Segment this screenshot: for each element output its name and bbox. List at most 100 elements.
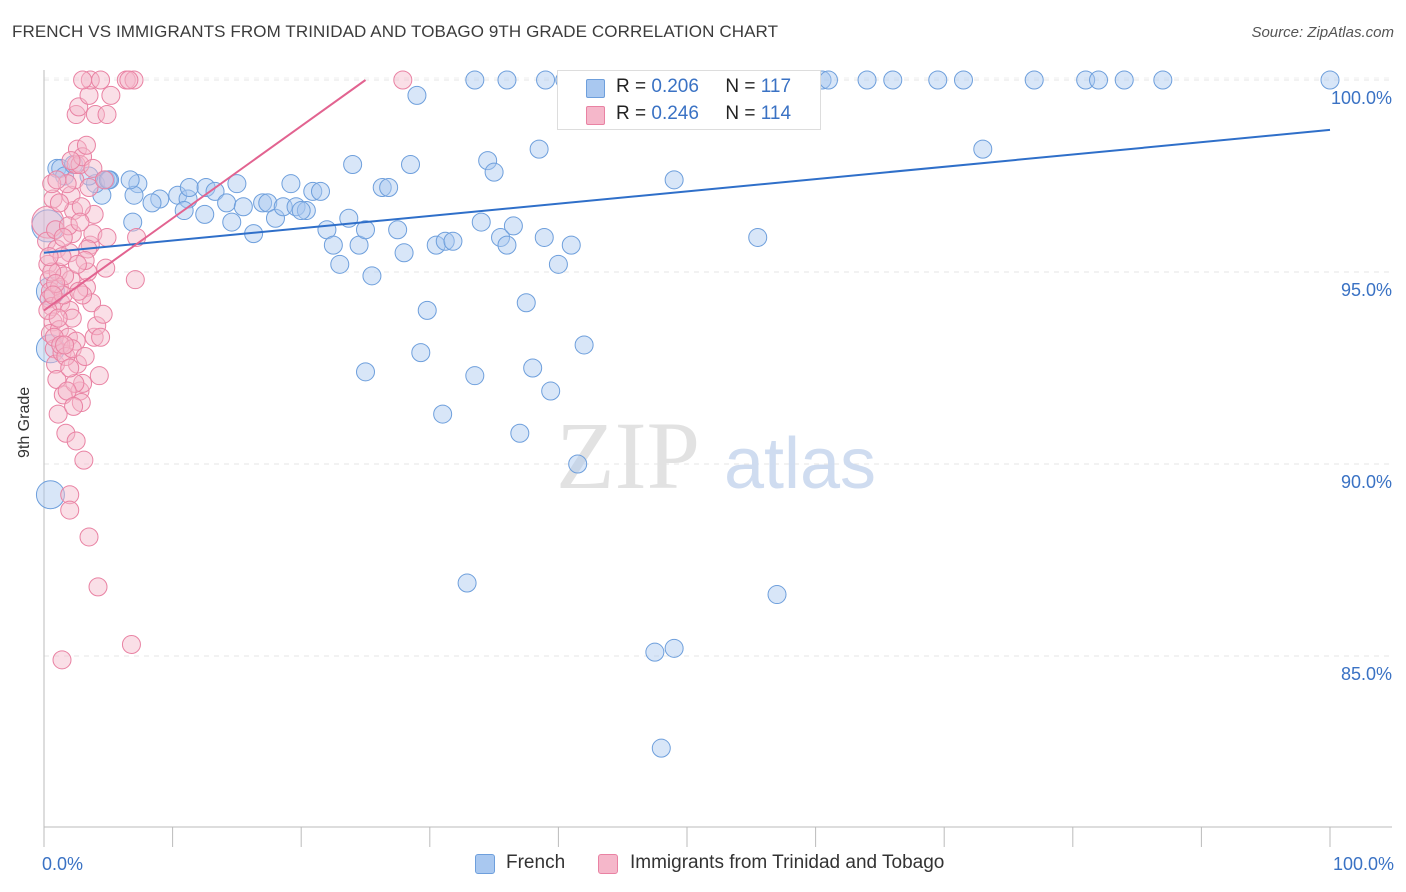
french-point [394, 243, 414, 263]
n-value-trinidad: 114 [760, 103, 792, 124]
trinidad-point [48, 404, 68, 424]
french-point [1153, 70, 1173, 90]
bottom-legend-french: French [506, 852, 566, 873]
trinidad-point [42, 262, 62, 282]
trinidad-point [53, 227, 73, 247]
french-point [227, 174, 247, 194]
french-point [35, 480, 65, 510]
trinidad-point [121, 634, 141, 654]
trinidad-point [73, 285, 93, 305]
french-point [222, 212, 242, 232]
french-point [561, 235, 581, 255]
trinidad-point [64, 396, 84, 416]
french-point [330, 254, 350, 274]
trinidad-point [66, 431, 86, 451]
r-value-trinidad: 0.246 [651, 103, 699, 124]
french-point [471, 212, 491, 232]
french-point [343, 154, 363, 174]
trinidad-point [91, 70, 111, 90]
french-point [388, 220, 408, 240]
french-point [818, 70, 838, 90]
french-point [497, 235, 517, 255]
french-point [435, 231, 455, 251]
trinidad-point [62, 308, 82, 328]
trinidad-point [91, 327, 111, 347]
trinidad-point [83, 158, 103, 178]
trinidad-point [124, 70, 144, 90]
trinidad-point [85, 105, 105, 125]
french-point [443, 231, 463, 251]
trinidad-point [39, 247, 59, 267]
french-point [497, 70, 517, 90]
trinidad-point [79, 178, 99, 198]
trinidad-point [87, 316, 107, 336]
trinidad-point [125, 270, 145, 290]
french-point [411, 343, 431, 363]
trinidad-point [57, 174, 77, 194]
trinidad-point [52, 650, 72, 670]
trinidad-point [49, 193, 69, 213]
french-point [457, 573, 477, 593]
trinidad-point [76, 135, 96, 155]
french-point [281, 174, 301, 194]
bottom-legend-trinidad: Immigrants from Trinidad and Tobago [630, 852, 945, 873]
french-point [664, 638, 684, 658]
french-point [503, 216, 523, 236]
trinidad-point [38, 300, 58, 320]
french-point [1320, 70, 1340, 90]
french-point [651, 738, 671, 758]
trinidad-point [97, 227, 117, 247]
french-point [1089, 70, 1109, 90]
chart-title: FRENCH VS IMMIGRANTS FROM TRINIDAD AND T… [12, 22, 779, 41]
french-point [536, 70, 556, 90]
french-point [491, 227, 511, 247]
french-point [857, 70, 877, 90]
french-point [516, 293, 536, 313]
trinidad-point [46, 354, 66, 374]
french-point [883, 70, 903, 90]
bottom-legend-swatch-french [475, 854, 495, 874]
tick-labels: 85.0% 90.0% 95.0% 100.0% 0.0% 100.0% [42, 88, 1394, 874]
trinidad-point [55, 335, 75, 355]
trinidad-point [46, 274, 66, 294]
french-point [233, 197, 253, 217]
french-point [286, 197, 306, 217]
french-point [120, 170, 140, 190]
trinidad-point [80, 70, 100, 90]
french-point [417, 300, 437, 320]
french-point [478, 151, 498, 171]
french-point [356, 362, 375, 382]
french-point [205, 181, 225, 201]
french-point [265, 208, 285, 228]
n-label: N = [725, 103, 756, 124]
n-label: N = [725, 76, 756, 97]
trinidad-point [97, 105, 117, 125]
french-point [1024, 70, 1044, 90]
legend-swatch-french [586, 79, 605, 98]
trinidad-point [73, 373, 93, 393]
trinidad-point [67, 254, 87, 274]
trinidad-point [83, 224, 103, 244]
y-tick-label: 90.0% [1341, 472, 1392, 492]
trinidad-point [74, 450, 94, 470]
french-point [529, 139, 549, 159]
french-point [465, 366, 485, 386]
french-trend-line [43, 128, 1331, 254]
trinidad-point [42, 174, 62, 194]
y-tick-label: 85.0% [1341, 664, 1392, 684]
french-point [534, 227, 554, 247]
french-point [1114, 70, 1134, 90]
french-point [323, 235, 343, 255]
french-point [433, 404, 453, 424]
french-point [258, 193, 278, 213]
trinidad-trend-line [43, 79, 367, 312]
trinidad-point [75, 346, 95, 366]
french-point [541, 381, 561, 401]
french-point [379, 178, 399, 198]
r-label: R = [616, 76, 647, 97]
french-point [195, 204, 215, 224]
r-value-french: 0.206 [651, 76, 699, 97]
french-point [928, 70, 948, 90]
french-point [310, 181, 330, 201]
french-point [767, 585, 787, 605]
